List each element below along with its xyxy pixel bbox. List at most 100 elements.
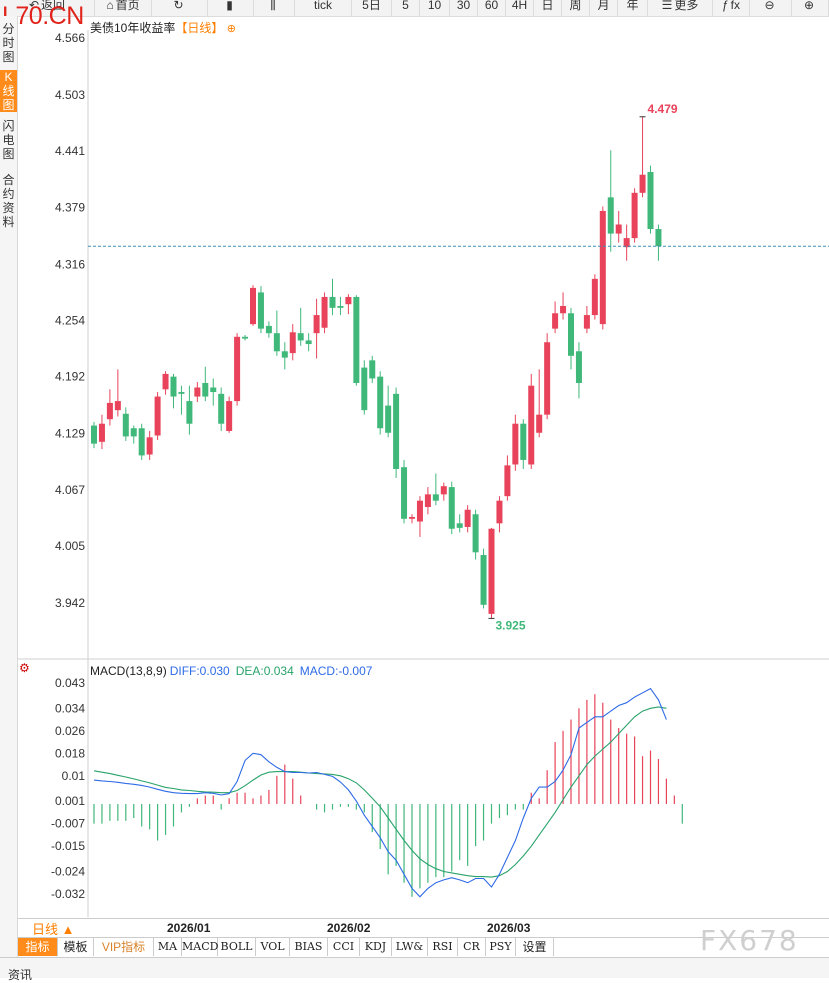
toolbar-candle-button[interactable]: ⫼ (254, 0, 295, 16)
y-tick-label: 4.005 (55, 539, 85, 553)
indicator-tab-14[interactable]: 设置 (516, 938, 554, 956)
indicator-tab-3[interactable]: MA (154, 938, 182, 956)
toolbar-label: 30 (456, 0, 471, 12)
candle-body (432, 494, 439, 501)
candle-body (456, 523, 463, 528)
y-tick-label: 3.942 (55, 596, 85, 610)
watermark-logo: FX678 (700, 924, 799, 957)
candle-body (114, 401, 121, 411)
macd-y-tick-label: 0.01 (62, 769, 86, 783)
candle-body (218, 393, 225, 424)
high-annotation: 4.479 (648, 102, 678, 116)
candle-body (242, 336, 249, 339)
toolbar-button-日[interactable]: 日 (534, 0, 562, 16)
toolbar-bar-chart-button[interactable]: ▮ (208, 0, 254, 16)
candle-body (345, 296, 352, 305)
candle-body (273, 333, 280, 352)
candle-body (504, 465, 511, 497)
zoom-in-icon[interactable]: ⊕ (226, 23, 236, 35)
toolbar-button-年[interactable]: 年 (618, 0, 648, 16)
y-tick-label: 4.379 (55, 200, 85, 214)
y-tick-label: 4.254 (55, 314, 85, 328)
candle-body (393, 393, 400, 469)
candle-body (544, 342, 551, 415)
candle-body (265, 325, 272, 334)
indicator-tab-0[interactable]: 指标 (18, 938, 58, 956)
candle-body (647, 172, 654, 230)
side-tab-3[interactable]: 合约资料 (2, 173, 15, 229)
indicator-tab-8[interactable]: CCI (328, 938, 360, 956)
candle-body (186, 401, 193, 424)
y-tick-label: 4.441 (55, 144, 85, 158)
y-tick-label: 4.067 (55, 483, 85, 497)
home-icon: ⌂ (106, 0, 114, 12)
candle-body (480, 555, 487, 605)
side-tab-2[interactable]: 闪电图 (2, 119, 15, 161)
candle-body (313, 315, 320, 334)
candle-body (138, 428, 145, 456)
candle-body (377, 376, 384, 429)
side-tab-1[interactable]: K线图 (0, 70, 17, 112)
toolbar-back-arrow-button[interactable]: ↶ 返回 (0, 0, 95, 16)
instrument-name: 美债10年收益率 (90, 21, 176, 35)
candle-body (226, 401, 233, 431)
toolbar-refresh-button[interactable]: ↻ (152, 0, 208, 16)
candle-body (599, 210, 606, 325)
toolbar-home-button[interactable]: ⌂ 首页 (95, 0, 152, 16)
candle-body (369, 360, 376, 379)
toolbar-button-60[interactable]: 60 (478, 0, 506, 16)
indicator-tab-4[interactable]: MACD (182, 938, 218, 956)
indicator-tab-5[interactable]: BOLL (218, 938, 256, 956)
indicator-tab-6[interactable]: VOL (256, 938, 290, 956)
toolbar-function-button[interactable]: ƒ fx (713, 0, 750, 16)
indicator-tab-13[interactable]: PSY (486, 938, 516, 956)
news-tab[interactable]: 资讯 (8, 968, 33, 982)
y-tick-label: 4.129 (55, 427, 85, 441)
toolbar-button-tick[interactable]: tick (295, 0, 352, 16)
indicator-tab-12[interactable]: CR (458, 938, 486, 956)
settings-icon[interactable]: ⚙ (19, 661, 30, 675)
candle-body (615, 224, 622, 234)
candle-body (361, 367, 368, 411)
y-tick-label: 4.192 (55, 370, 85, 384)
macd-label: MACD(13,8,9) (90, 664, 167, 678)
candle-body (583, 315, 590, 329)
indicator-tab-11[interactable]: RSI (428, 938, 458, 956)
timeline: 2026/01 2026/02 2026/03 (18, 918, 829, 937)
candle-body (496, 500, 503, 524)
candle-icon: ⫼ (270, 0, 276, 12)
indicator-tab-7[interactable]: BIAS (290, 938, 328, 956)
side-tab-0[interactable]: 分时图 (2, 22, 15, 64)
toolbar-zoom-out-button[interactable]: ⊖ (750, 0, 792, 16)
toolbar-button-5日[interactable]: 5日 (352, 0, 392, 16)
toolbar-button-4H[interactable]: 4H (506, 0, 534, 16)
toolbar-button-30[interactable]: 30 (450, 0, 478, 16)
candle-body (130, 428, 137, 437)
toolbar-menu-button[interactable]: ☰ 更多 (648, 0, 713, 16)
candle-body (568, 313, 574, 356)
indicator-tab-1[interactable]: 模板 (58, 938, 94, 956)
candle-body (448, 487, 455, 529)
candle-body (464, 509, 471, 527)
toolbar-button-月[interactable]: 月 (590, 0, 618, 16)
y-tick-label: 4.316 (55, 257, 85, 271)
indicator-tab-2[interactable]: VIP指标 (94, 938, 154, 956)
period-dropdown[interactable]: 日线 ▲ (32, 922, 75, 937)
period-label[interactable]: 【日线】 (175, 21, 224, 35)
toolbar-button-5[interactable]: 5 (392, 0, 420, 16)
candle-body (194, 387, 201, 397)
candle-body (289, 332, 296, 354)
candle-body (623, 238, 630, 248)
indicator-tab-10[interactable]: LW& (392, 938, 428, 956)
macd-y-tick-label: 0.043 (55, 676, 85, 690)
candle-body (297, 333, 304, 341)
chart-title: 美债10年收益率【日线】 ⊕ (90, 19, 236, 36)
toolbar-button-周[interactable]: 周 (562, 0, 590, 16)
indicator-tab-9[interactable]: KDJ (360, 938, 392, 956)
low-annotation: 3.925 (496, 618, 526, 632)
toolbar-button-10[interactable]: 10 (420, 0, 450, 16)
toolbar-label: tick (314, 0, 332, 12)
toolbar-label: 5日 (362, 0, 381, 12)
candle-body (385, 405, 392, 433)
